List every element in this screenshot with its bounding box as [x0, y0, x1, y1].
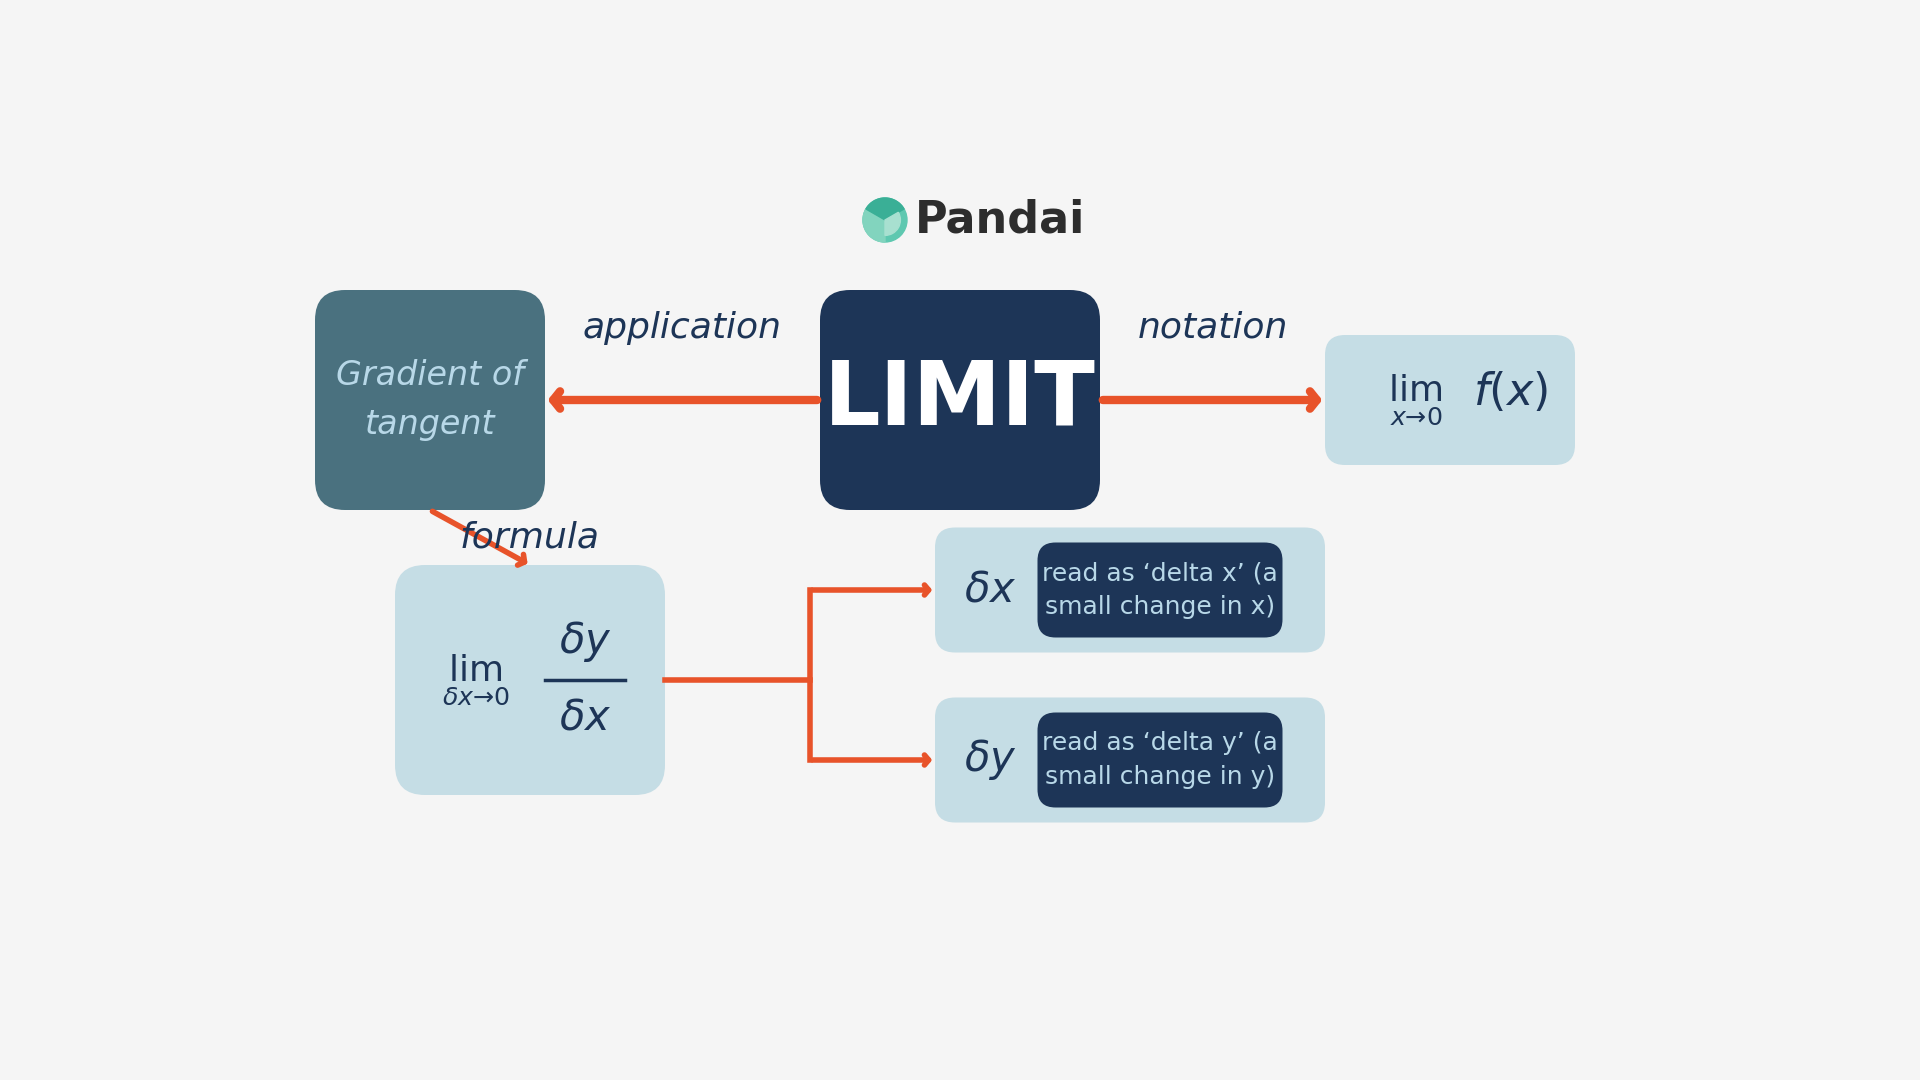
Text: LIMIT: LIMIT [824, 356, 1096, 444]
Circle shape [862, 198, 906, 242]
Text: $f(x)$: $f(x)$ [1473, 370, 1548, 414]
Text: read as ‘delta y’ (a
small change in y): read as ‘delta y’ (a small change in y) [1043, 731, 1279, 788]
FancyBboxPatch shape [1325, 335, 1574, 465]
Text: $\delta x$: $\delta x$ [964, 569, 1016, 611]
FancyBboxPatch shape [315, 291, 545, 510]
FancyBboxPatch shape [1037, 713, 1283, 808]
FancyBboxPatch shape [820, 291, 1100, 510]
FancyBboxPatch shape [396, 565, 664, 795]
Text: formula: formula [461, 521, 599, 554]
Text: $\delta y$: $\delta y$ [559, 620, 611, 664]
FancyBboxPatch shape [1037, 542, 1283, 637]
Text: Pandai: Pandai [916, 199, 1085, 242]
Text: Gradient of
tangent: Gradient of tangent [336, 360, 524, 441]
Wedge shape [866, 198, 904, 220]
Text: application: application [584, 311, 781, 345]
Text: $\lim_{x\to 0}$: $\lim_{x\to 0}$ [1388, 373, 1442, 428]
Text: notation: notation [1137, 311, 1288, 345]
Text: read as ‘delta x’ (a
small change in x): read as ‘delta x’ (a small change in x) [1043, 562, 1279, 619]
FancyBboxPatch shape [935, 527, 1325, 652]
FancyBboxPatch shape [935, 698, 1325, 823]
Text: $\delta y$: $\delta y$ [964, 738, 1016, 783]
Wedge shape [885, 213, 900, 235]
Wedge shape [862, 210, 885, 242]
Text: $\lim_{\delta x\to 0}$: $\lim_{\delta x\to 0}$ [442, 652, 511, 707]
Text: $\delta x$: $\delta x$ [559, 697, 611, 739]
